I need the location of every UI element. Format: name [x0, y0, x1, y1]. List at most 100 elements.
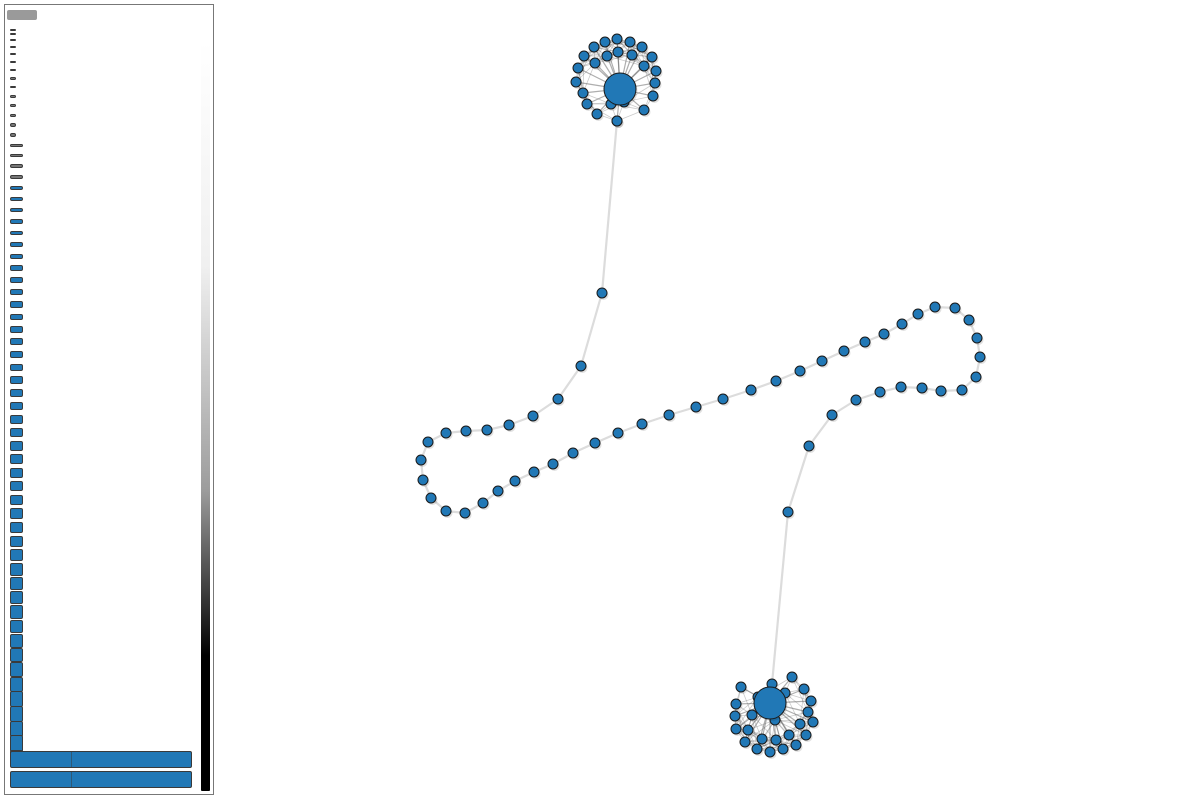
satellite-node[interactable]: [611, 33, 623, 45]
satellite-node[interactable]: [591, 108, 603, 120]
satellite-node[interactable]: [612, 46, 624, 58]
histogram-bar: [10, 563, 23, 576]
graph-node[interactable]: [477, 497, 489, 509]
histogram-bar: [10, 521, 23, 534]
satellite-node[interactable]: [805, 695, 817, 707]
satellite-node[interactable]: [756, 733, 768, 745]
satellite-node[interactable]: [802, 706, 814, 718]
graph-node[interactable]: [690, 401, 702, 413]
satellite-node[interactable]: [578, 50, 590, 62]
graph-node[interactable]: [912, 308, 924, 320]
graph-node[interactable]: [935, 385, 947, 397]
satellite-node[interactable]: [611, 115, 623, 127]
satellite-node[interactable]: [589, 57, 601, 69]
graph-node[interactable]: [509, 475, 521, 487]
graph-node[interactable]: [459, 507, 471, 519]
satellite-node[interactable]: [751, 743, 763, 755]
satellite-node[interactable]: [764, 746, 776, 758]
graph-node[interactable]: [663, 409, 675, 421]
graph-node[interactable]: [816, 355, 828, 367]
graph-node[interactable]: [589, 437, 601, 449]
graph-node[interactable]: [794, 365, 806, 377]
satellite-node[interactable]: [794, 718, 806, 730]
graph-node[interactable]: [963, 314, 975, 326]
satellite-node[interactable]: [601, 50, 613, 62]
graph-node[interactable]: [460, 425, 472, 437]
graph-node[interactable]: [956, 384, 968, 396]
graph-node[interactable]: [417, 474, 429, 486]
satellite-node[interactable]: [626, 49, 638, 61]
satellite-node[interactable]: [730, 723, 742, 735]
graph-node[interactable]: [770, 375, 782, 387]
graph-node[interactable]: [575, 360, 587, 372]
graph-node[interactable]: [859, 336, 871, 348]
graph-node[interactable]: [636, 418, 648, 430]
graph-node[interactable]: [745, 384, 757, 396]
hub-node-bottom[interactable]: [753, 686, 787, 720]
satellite-node[interactable]: [807, 716, 819, 728]
graph-node[interactable]: [838, 345, 850, 357]
graph-node[interactable]: [552, 393, 564, 405]
graph-node[interactable]: [826, 409, 838, 421]
satellite-node[interactable]: [572, 62, 584, 74]
hub-edge: [735, 703, 746, 743]
graph-node[interactable]: [971, 332, 983, 344]
graph-node[interactable]: [567, 447, 579, 459]
graph-node[interactable]: [481, 424, 493, 436]
hub-node-top[interactable]: [603, 72, 637, 106]
graph-node[interactable]: [492, 485, 504, 497]
graph-node[interactable]: [503, 419, 515, 431]
satellite-node[interactable]: [570, 76, 582, 88]
graph-node[interactable]: [596, 287, 608, 299]
satellite-node[interactable]: [581, 98, 593, 110]
graph-node[interactable]: [422, 436, 434, 448]
satellite-node[interactable]: [746, 709, 758, 721]
satellite-node[interactable]: [777, 743, 789, 755]
graph-node[interactable]: [896, 318, 908, 330]
satellite-node[interactable]: [790, 739, 802, 751]
graph-node[interactable]: [415, 454, 427, 466]
graph-node[interactable]: [803, 440, 815, 452]
satellite-node[interactable]: [636, 41, 648, 53]
graph-node[interactable]: [717, 393, 729, 405]
satellite-node[interactable]: [735, 681, 747, 693]
satellite-node[interactable]: [783, 729, 795, 741]
satellite-node[interactable]: [577, 87, 589, 99]
satellite-node[interactable]: [798, 683, 810, 695]
graph-node[interactable]: [916, 382, 928, 394]
graph-node[interactable]: [895, 381, 907, 393]
satellite-node[interactable]: [649, 77, 661, 89]
satellite-node[interactable]: [729, 710, 741, 722]
satellite-node[interactable]: [739, 736, 751, 748]
satellite-node[interactable]: [650, 65, 662, 77]
satellite-node[interactable]: [638, 104, 650, 116]
satellite-node[interactable]: [647, 90, 659, 102]
satellite-node[interactable]: [646, 51, 658, 63]
satellite-node[interactable]: [800, 729, 812, 741]
satellite-node[interactable]: [624, 36, 636, 48]
graph-node[interactable]: [878, 328, 890, 340]
panel-drag-handle[interactable]: [7, 10, 37, 20]
graph-node[interactable]: [528, 466, 540, 478]
graph-node[interactable]: [425, 492, 437, 504]
graph-node[interactable]: [850, 394, 862, 406]
satellite-node[interactable]: [742, 724, 754, 736]
satellite-node[interactable]: [786, 671, 798, 683]
graph-node[interactable]: [974, 351, 986, 363]
satellite-node[interactable]: [770, 734, 782, 746]
satellite-node[interactable]: [599, 36, 611, 48]
graph-node[interactable]: [929, 301, 941, 313]
graph-node[interactable]: [612, 427, 624, 439]
satellite-node[interactable]: [730, 698, 742, 710]
graph-node[interactable]: [874, 386, 886, 398]
histogram-bar: [10, 662, 23, 678]
graph-node[interactable]: [547, 458, 559, 470]
satellite-node[interactable]: [638, 60, 650, 72]
graph-node[interactable]: [949, 302, 961, 314]
graph-node[interactable]: [782, 506, 794, 518]
graph-node[interactable]: [440, 427, 452, 439]
graph-node[interactable]: [970, 371, 982, 383]
graph-node[interactable]: [527, 410, 539, 422]
satellite-node[interactable]: [588, 41, 600, 53]
graph-node[interactable]: [440, 505, 452, 517]
